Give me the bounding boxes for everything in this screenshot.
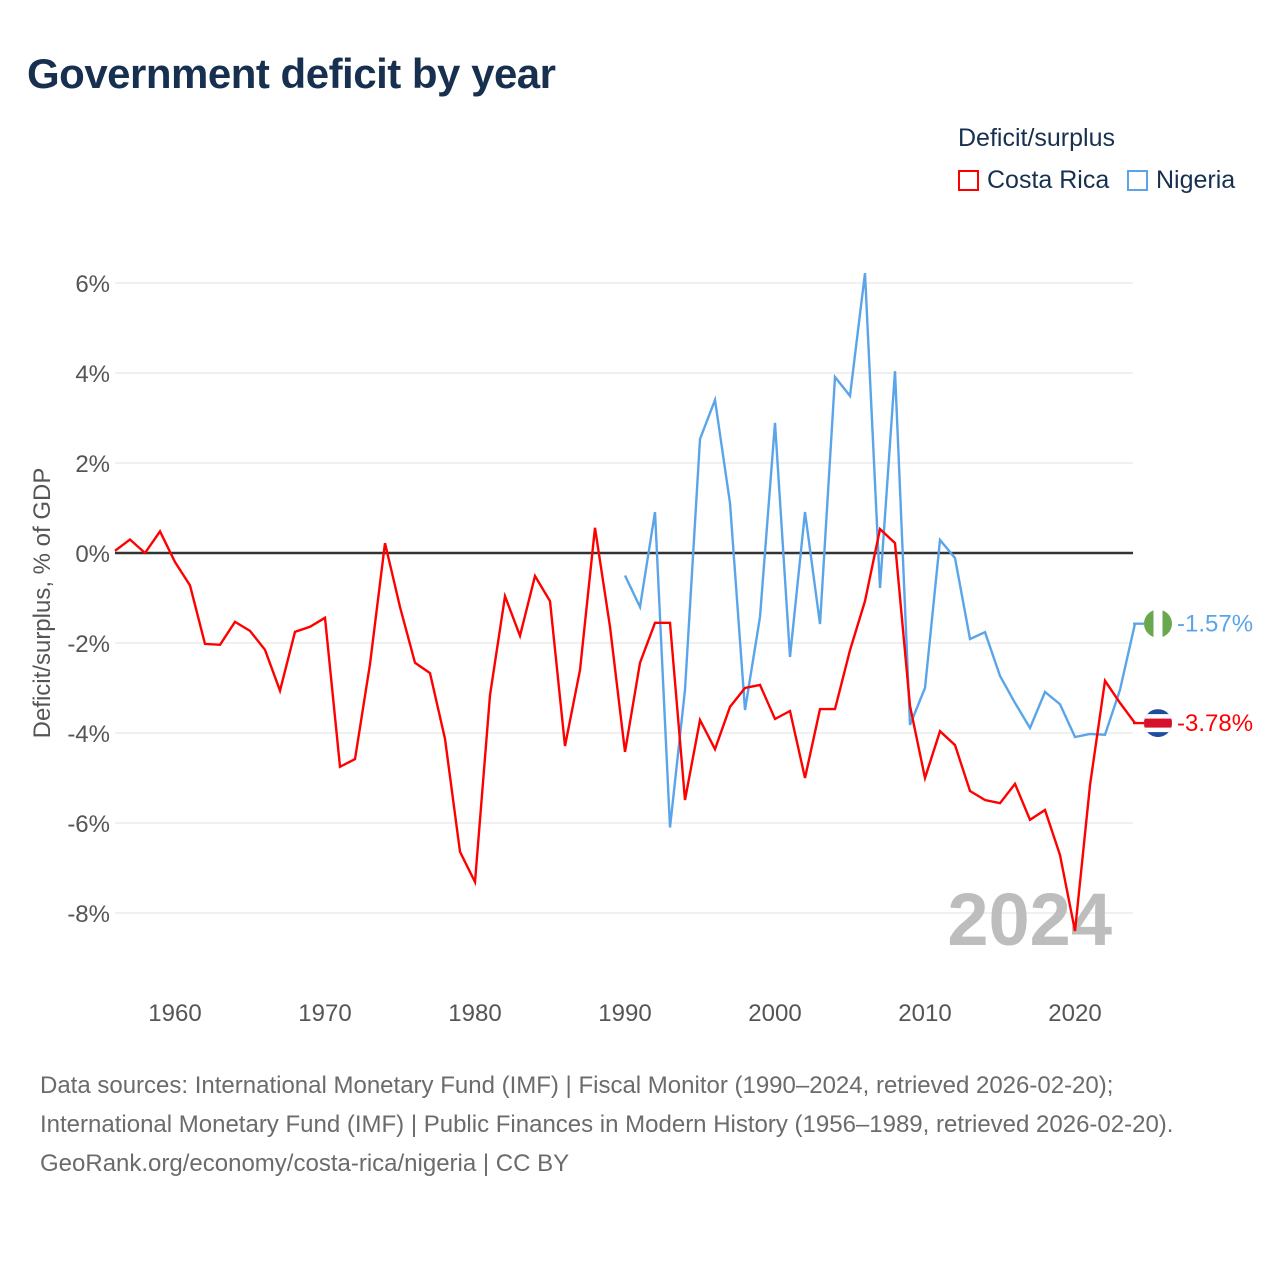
- y-tick-label: 0%: [75, 541, 110, 568]
- x-tick-label: 2010: [898, 1000, 951, 1027]
- x-tick-label: 1960: [148, 1000, 201, 1027]
- flag-green-right: [1162, 609, 1172, 638]
- x-tick-label: 1970: [298, 1000, 351, 1027]
- footer: Data sources: International Monetary Fun…: [40, 1066, 1240, 1183]
- flag-green-left: [1144, 609, 1154, 638]
- x-tick-label: 1980: [448, 1000, 501, 1027]
- flag-icon-nigeria: [1144, 609, 1172, 638]
- legend-item-nigeria[interactable]: Nigeria: [1127, 166, 1235, 195]
- legend-title: Deficit/surplus: [958, 124, 1115, 152]
- chart-title: Government deficit by year: [27, 50, 556, 97]
- x-tick-label: 1990: [598, 1000, 651, 1027]
- legend-label: Costa Rica: [987, 166, 1110, 194]
- y-tick-label: -2%: [67, 631, 110, 658]
- x-tick-label: 2020: [1048, 1000, 1101, 1027]
- y-tick-label: -8%: [67, 901, 110, 928]
- legend-swatch-costa-rica: [958, 170, 979, 191]
- y-tick-label: -6%: [67, 811, 110, 838]
- flag-red: [1144, 718, 1172, 728]
- legend-label: Nigeria: [1156, 166, 1236, 194]
- data-sources: Data sources: International Monetary Fun…: [40, 1072, 1174, 1138]
- y-tick-label: 6%: [75, 271, 110, 298]
- end-value-label: -1.57%: [1177, 611, 1253, 638]
- y-tick-label: 2%: [75, 451, 110, 478]
- flag-body: [1144, 609, 1172, 638]
- y-axis-label: Deficit/surplus, % of GDP: [29, 468, 56, 739]
- y-tick-label: 4%: [75, 361, 110, 388]
- legend-swatch-nigeria: [1127, 170, 1148, 191]
- credit-link[interactable]: GeoRank.org/economy/costa-rica/nigeria |…: [40, 1150, 570, 1177]
- year-watermark: 2024: [947, 878, 1112, 961]
- end-value-label: -3.78%: [1177, 710, 1253, 737]
- series-line-costa-rica: [114, 526, 1136, 932]
- x-tick-label: 2000: [748, 1000, 801, 1027]
- series-line-nigeria: [623, 272, 1137, 828]
- legend-item-costa-rica[interactable]: Costa Rica: [958, 166, 1109, 195]
- y-tick-label: -4%: [67, 721, 110, 748]
- flag-body: [1144, 709, 1172, 738]
- flag-icon-costa-rica: [1144, 709, 1172, 738]
